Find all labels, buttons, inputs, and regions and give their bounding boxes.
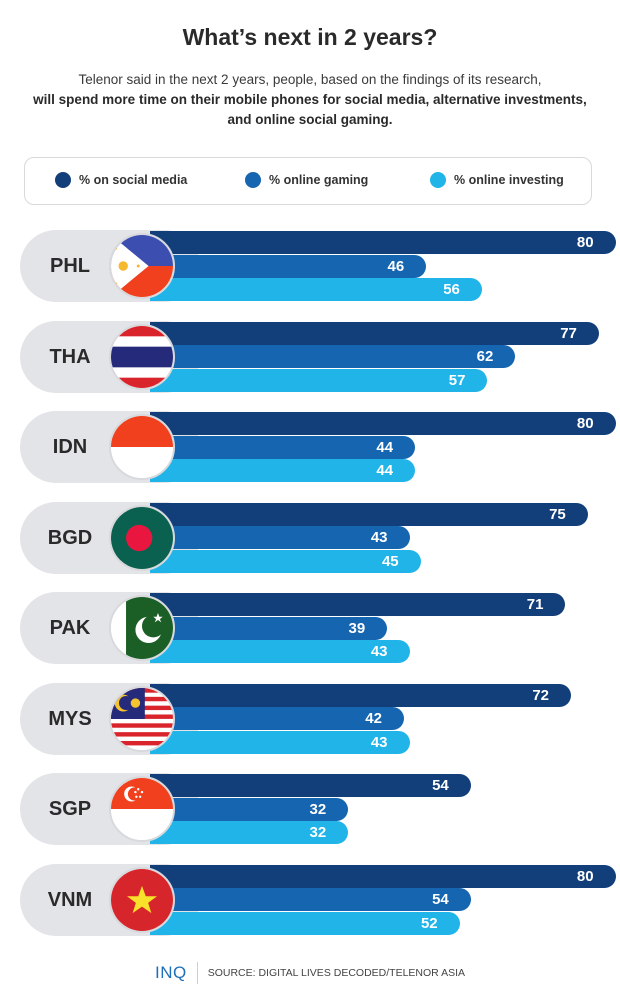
- inq-logo: INQ: [154, 963, 187, 982]
- bar-on-social-media: 72: [150, 683, 572, 707]
- country-code: MYS: [48, 707, 92, 730]
- legend-item-online-gaming: % online gaming: [245, 172, 368, 188]
- country-group-tha: THA 77 62 57: [20, 320, 610, 393]
- flag-vnm-icon: [109, 866, 175, 933]
- country-group-sgp: SGP 54 32 32: [20, 773, 610, 845]
- bar-online-investing: 43: [150, 640, 410, 663]
- bar-online-investing: 52: [150, 911, 460, 935]
- flag-idn-icon: [109, 414, 175, 480]
- chart-title: What’s next in 2 years?: [182, 24, 438, 50]
- subtitle-plain: Telenor said in the next 2 years, people…: [78, 72, 542, 87]
- legend-item-social-media: % on social media: [55, 172, 187, 188]
- bar-online-investing: 45: [150, 549, 421, 573]
- flag-tha-icon: [109, 323, 175, 390]
- legend-label: % online gaming: [269, 173, 369, 187]
- bar-online-investing: 57: [150, 368, 488, 392]
- legend-dot-icon: [55, 172, 71, 188]
- country-code: THA: [49, 345, 91, 368]
- country-group-bgd: BGD 75 43 45: [20, 501, 610, 574]
- bar-on-social-media: 80: [150, 231, 616, 254]
- bar-on-social-media: 54: [150, 774, 471, 797]
- country-group-vnm: VNM 80 54 52: [20, 863, 616, 936]
- bar-online-gaming: 44: [150, 435, 416, 459]
- country-code: IDN: [52, 436, 88, 458]
- bar-online-investing: 43: [150, 730, 410, 754]
- bar-on-social-media: 75: [150, 502, 588, 526]
- country-code: PAK: [49, 617, 91, 639]
- bar-online-gaming: 32: [150, 797, 349, 821]
- bar-on-social-media: 80: [150, 412, 616, 435]
- bar-online-investing: 32: [150, 821, 349, 844]
- bar-online-gaming: 43: [150, 526, 410, 549]
- footer: INQ SOURCE: DIGITAL LIVES DECODED/TELENO…: [0, 962, 620, 984]
- legend: % on social media % online gaming % onli…: [24, 157, 592, 205]
- flag-pak-icon: [109, 595, 175, 661]
- legend-label: % on social media: [79, 173, 188, 187]
- country-group-mys: MYS 72 42 43: [20, 682, 610, 755]
- legend-dot-icon: [430, 172, 446, 188]
- legend-dot-icon: [245, 172, 261, 188]
- country-group-idn: IDN 80 44 44: [20, 411, 616, 483]
- flag-phl-icon: [109, 233, 175, 299]
- bar-online-gaming: 39: [150, 616, 388, 640]
- bar-on-social-media: 71: [150, 593, 566, 616]
- country-code: SGP: [48, 798, 92, 820]
- bar-online-investing: 44: [150, 459, 416, 482]
- bar-online-gaming: 62: [150, 345, 516, 368]
- flag-bgd-icon: [109, 504, 175, 571]
- bar-online-gaming: 42: [150, 707, 404, 730]
- chart-subtitle: Telenor said in the next 2 years, people…: [20, 70, 600, 130]
- legend-item-online-investing: % online investing: [430, 172, 564, 188]
- country-code: PHL: [50, 255, 90, 277]
- source-text: SOURCE: DIGITAL LIVES DECODED/TELENOR AS…: [207, 967, 466, 979]
- bar-on-social-media: 77: [150, 321, 599, 345]
- legend-label: % online investing: [454, 173, 564, 187]
- flag-sgp-icon: [109, 776, 175, 842]
- divider: [196, 962, 198, 984]
- bar-online-gaming: 46: [150, 254, 427, 278]
- flag-mys-icon: [109, 685, 175, 752]
- bar-online-investing: 56: [150, 278, 482, 301]
- country-code: VNM: [47, 888, 93, 911]
- bar-online-gaming: 54: [150, 888, 471, 911]
- bar-on-social-media: 80: [150, 864, 616, 888]
- subtitle-bold: will spend more time on their mobile pho…: [33, 92, 587, 127]
- country-group-pak: PAK 71 39 43: [20, 592, 610, 664]
- country-group-phl: PHL 80 46 56: [20, 230, 616, 302]
- country-code: BGD: [47, 526, 93, 549]
